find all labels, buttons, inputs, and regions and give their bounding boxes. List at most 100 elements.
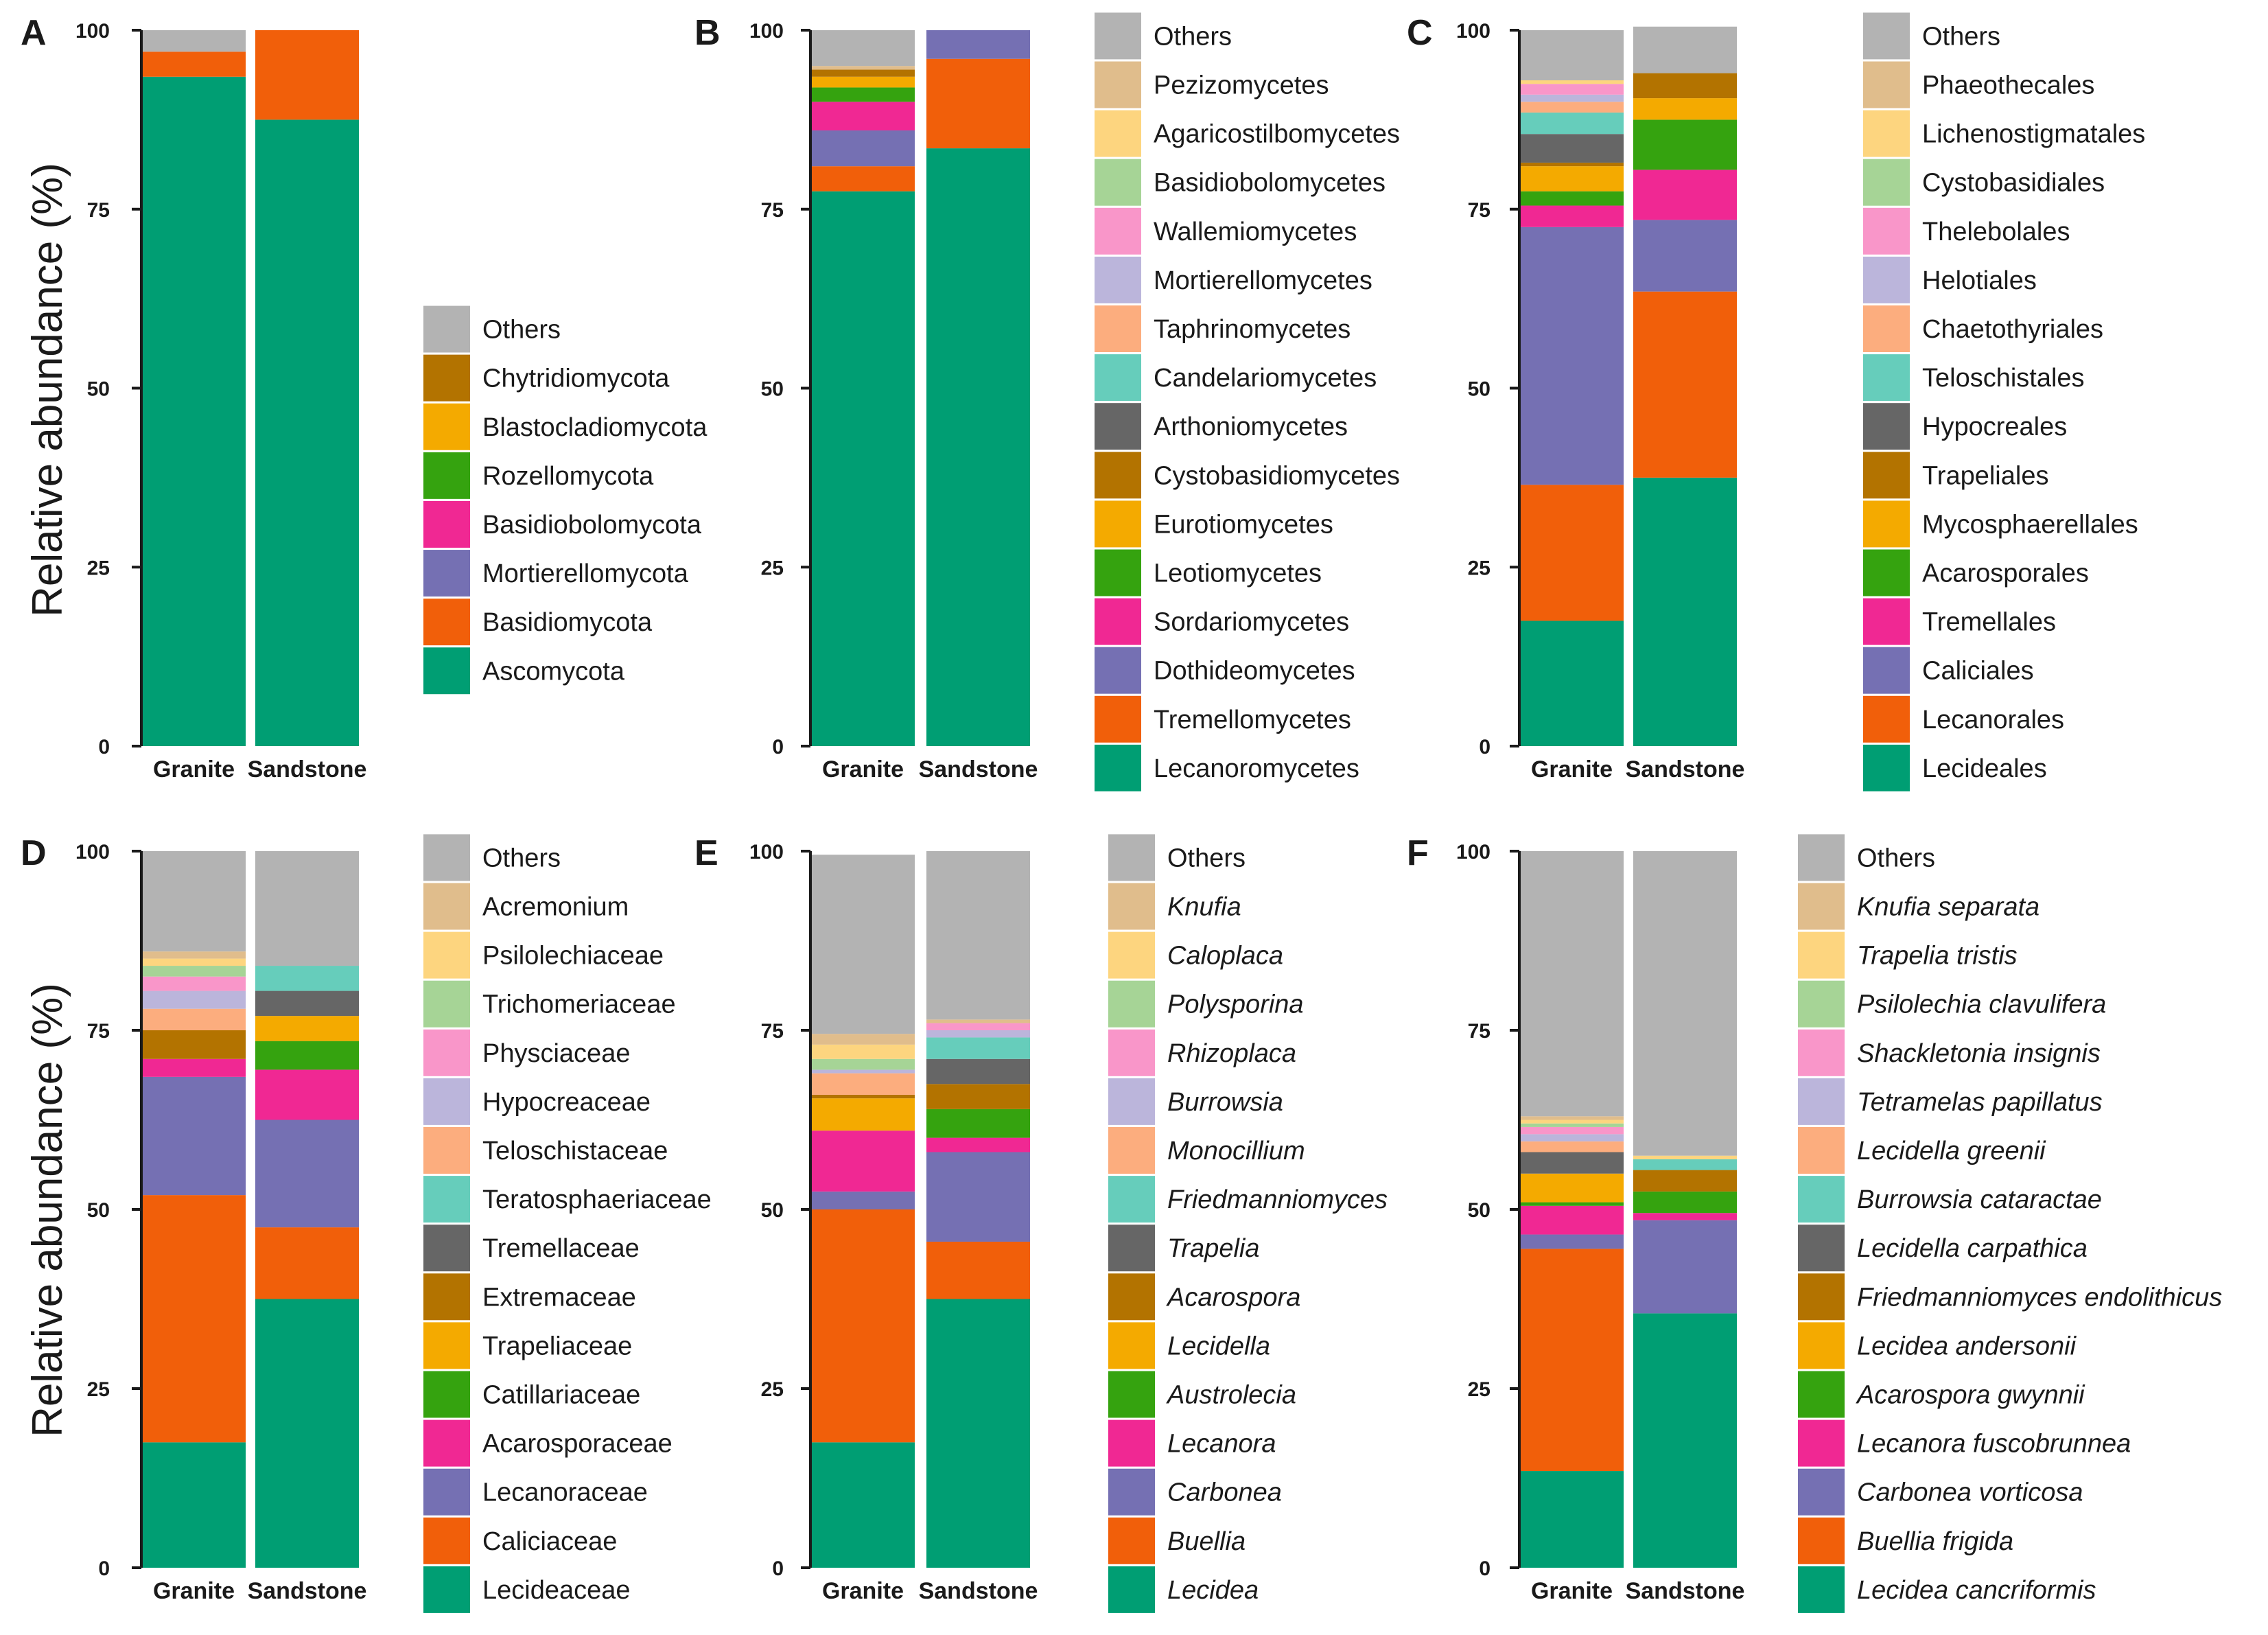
y-tick-label: 25 [761, 1378, 784, 1401]
legend-swatch [423, 980, 470, 1028]
legend-swatch [423, 1371, 470, 1418]
bar-segment-lecanora-fuscobrunnea-sandstone [1633, 1213, 1737, 1220]
legend-item: Sordariomycetes [1095, 598, 1349, 645]
legend-label: Rhizoplaca [1167, 1039, 1296, 1068]
legend-swatch [423, 500, 470, 548]
legend-swatch [1095, 598, 1141, 645]
legend-swatch [1108, 1419, 1155, 1467]
legend-item: Burrowsia cataractae [1798, 1176, 2102, 1223]
legend-item: Rhizoplaca [1108, 1029, 1296, 1076]
bar-segment-tremellomycetes-sandstone [926, 58, 1030, 149]
legend-item: Trapeliaceae [423, 1322, 632, 1369]
legend-item: Chaetothyriales [1863, 305, 2103, 352]
bar-segment-lecideaceae-granite [142, 1442, 246, 1568]
legend-swatch [1863, 305, 1910, 352]
legend-swatch [1798, 1176, 1845, 1223]
bar-segment-lecideales-granite [1520, 621, 1624, 746]
bar-segment-others-sandstone [255, 851, 359, 966]
legend-label: Buellia frigida [1857, 1527, 2013, 1556]
legend-label: Lecidella [1167, 1332, 1270, 1360]
bar-segment-ascomycota-granite [142, 76, 246, 747]
legend-swatch [423, 305, 470, 353]
legend-item: Lecidella greenii [1798, 1127, 2046, 1174]
legend-swatch [1863, 61, 1910, 108]
legend-item: Burrowsia [1108, 1078, 1283, 1125]
legend-swatch [423, 1176, 470, 1223]
legend-item: Tremellomycetes [1095, 695, 1351, 743]
legend-label: Knufia [1167, 893, 1241, 922]
bar-segment-lecidella-granite [811, 1098, 915, 1131]
legend-swatch [423, 354, 470, 402]
legend-item: Hypocreaceae [423, 1078, 651, 1125]
bar-segment-monocillium-granite [811, 1073, 915, 1095]
legend-label: Teratosphaeriaceae [482, 1185, 712, 1214]
bar-segment-lecideaceae-sandstone [255, 1299, 359, 1568]
bar-segment-catillariaceae-sandstone [255, 1041, 359, 1070]
legend-label: Acarospora [1166, 1283, 1300, 1312]
bar-segment-lecanora-fuscobrunnea-granite [1520, 1205, 1624, 1235]
legend-label: Lecidella greenii [1857, 1137, 2046, 1166]
legend-swatch [1863, 598, 1910, 645]
legend-label: Lecideales [1922, 754, 2047, 783]
bar-segment-teloschistaceae-granite [142, 1008, 246, 1030]
legend-label: Shackletonia insignis [1857, 1039, 2101, 1068]
bar-segment-acarospora-sandstone [926, 1084, 1030, 1109]
y-tick-label: 25 [87, 557, 110, 579]
legend-swatch [1863, 12, 1910, 60]
legend-label: Others [482, 844, 561, 872]
legend-item: Tremellaceae [423, 1225, 640, 1272]
bar-segment-eurotiomycetes-granite [811, 76, 915, 88]
panel-letter: B [694, 13, 721, 53]
legend-item: Lecideales [1863, 744, 2047, 791]
y-axis-label: Relative abundance (%) [24, 983, 71, 1437]
legend-item: Phaeothecales [1863, 61, 2094, 108]
bar-segment-trapelia-tristis-sandstone [1633, 1155, 1737, 1159]
category-label: Sandstone [919, 756, 1038, 782]
bar-segment-knufia-separata-granite [1520, 1116, 1624, 1120]
bar-segment-burrowsia-granite [811, 1069, 915, 1074]
legend-item: Lecidea cancriformis [1798, 1566, 2096, 1613]
legend-item: Lecanoraceae [423, 1468, 648, 1516]
legend-item: Shackletonia insignis [1798, 1029, 2101, 1076]
legend-item: Chytridiomycota [423, 354, 670, 402]
legend-item: Mortierellomycota [423, 550, 689, 597]
bar-segment-lecidella-greenii-granite [1520, 1141, 1624, 1152]
legend-swatch [1863, 403, 1910, 450]
y-tick-label: 25 [1468, 557, 1490, 579]
legend-swatch [423, 452, 470, 499]
y-tick-label: 100 [75, 841, 110, 863]
bar-segment-lecanoromycetes-granite [811, 191, 915, 746]
bar-segment-acarospora-gwynnii-granite [1520, 1202, 1624, 1206]
legend-item: Lichenostigmatales [1863, 110, 2145, 157]
legend-item: Wallemiomycetes [1095, 207, 1357, 255]
legend-item: Caliciales [1863, 647, 2034, 694]
legend-swatch [423, 1468, 470, 1516]
legend-label: Others [482, 316, 561, 345]
bar-segment-lecanorales-sandstone [1633, 291, 1737, 478]
legend-swatch [1798, 1468, 1845, 1516]
legend-swatch [1863, 452, 1910, 499]
legend-swatch [1108, 1517, 1155, 1564]
legend-label: Others [1857, 844, 1935, 872]
legend-swatch [1095, 500, 1141, 548]
legend-item: Caliciaceae [423, 1517, 617, 1564]
bar-segment-hypocreaceae-granite [142, 990, 246, 1009]
bar-segment-ascomycota-sandstone [255, 119, 359, 746]
bar-segment-buellia-granite [811, 1209, 915, 1443]
legend-swatch [423, 1078, 470, 1125]
legend-swatch [1108, 834, 1155, 881]
legend-label: Extremaceae [482, 1283, 636, 1312]
legend-swatch [1863, 744, 1910, 791]
y-tick-label: 50 [761, 1199, 784, 1222]
bar-segment-carbonea-vorticosa-granite [1520, 1234, 1624, 1249]
bar-segment-dothideomycetes-granite [811, 130, 915, 167]
legend-swatch [1108, 1127, 1155, 1174]
legend-item: Leotiomycetes [1095, 549, 1322, 596]
legend-label: Acarosporales [1922, 559, 2089, 588]
panel-f: F Granite Sandstone 0 25 50 75 100 Others Knufia … [1407, 833, 2222, 1613]
legend-swatch [1863, 159, 1910, 206]
bar-segment-physciaceae-granite [142, 976, 246, 991]
bar-segment-leotiomycetes-granite [811, 87, 915, 102]
bar-segment-lecidea-andersonii-granite [1520, 1173, 1624, 1203]
legend-item: Trichomeriaceae [423, 980, 676, 1028]
